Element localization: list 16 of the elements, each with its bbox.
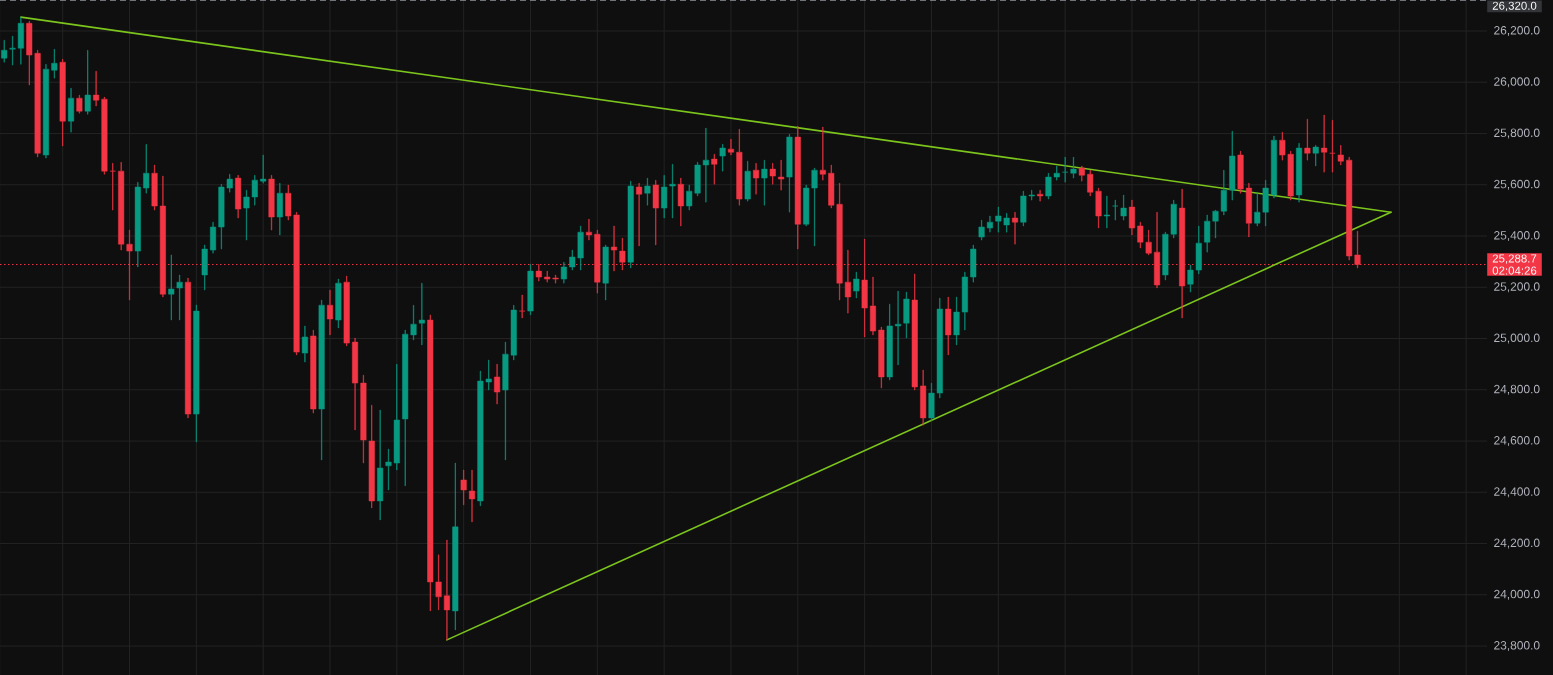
y-tick-label: 25,200.0	[1494, 282, 1540, 293]
ref-line-label: 26,320.0	[1492, 1, 1537, 12]
y-tick-label: 24,600.0	[1494, 436, 1540, 446]
y-tick-label: 24,400.0	[1494, 487, 1540, 498]
y-tick-label: 25,000.0	[1494, 333, 1540, 344]
y-tick-label: 25,400.0	[1494, 231, 1540, 241]
y-tick-label: 25,600.0	[1494, 179, 1540, 190]
text: 02:04:26	[1492, 266, 1537, 275]
y-tick-label: 26,000.0	[1494, 77, 1540, 88]
ref-line-label: 25,288.7	[1492, 254, 1537, 264]
y-tick-label: 26,200.0	[1494, 26, 1540, 36]
y-tick-label: 23,800.0	[1494, 641, 1540, 651]
y-tick-label: 25,800.0	[1494, 128, 1540, 139]
y-tick-label: 24,800.0	[1494, 384, 1540, 395]
y-tick-label: 24,200.0	[1494, 538, 1540, 549]
y-tick-label: 24,000.0	[1494, 589, 1540, 600]
